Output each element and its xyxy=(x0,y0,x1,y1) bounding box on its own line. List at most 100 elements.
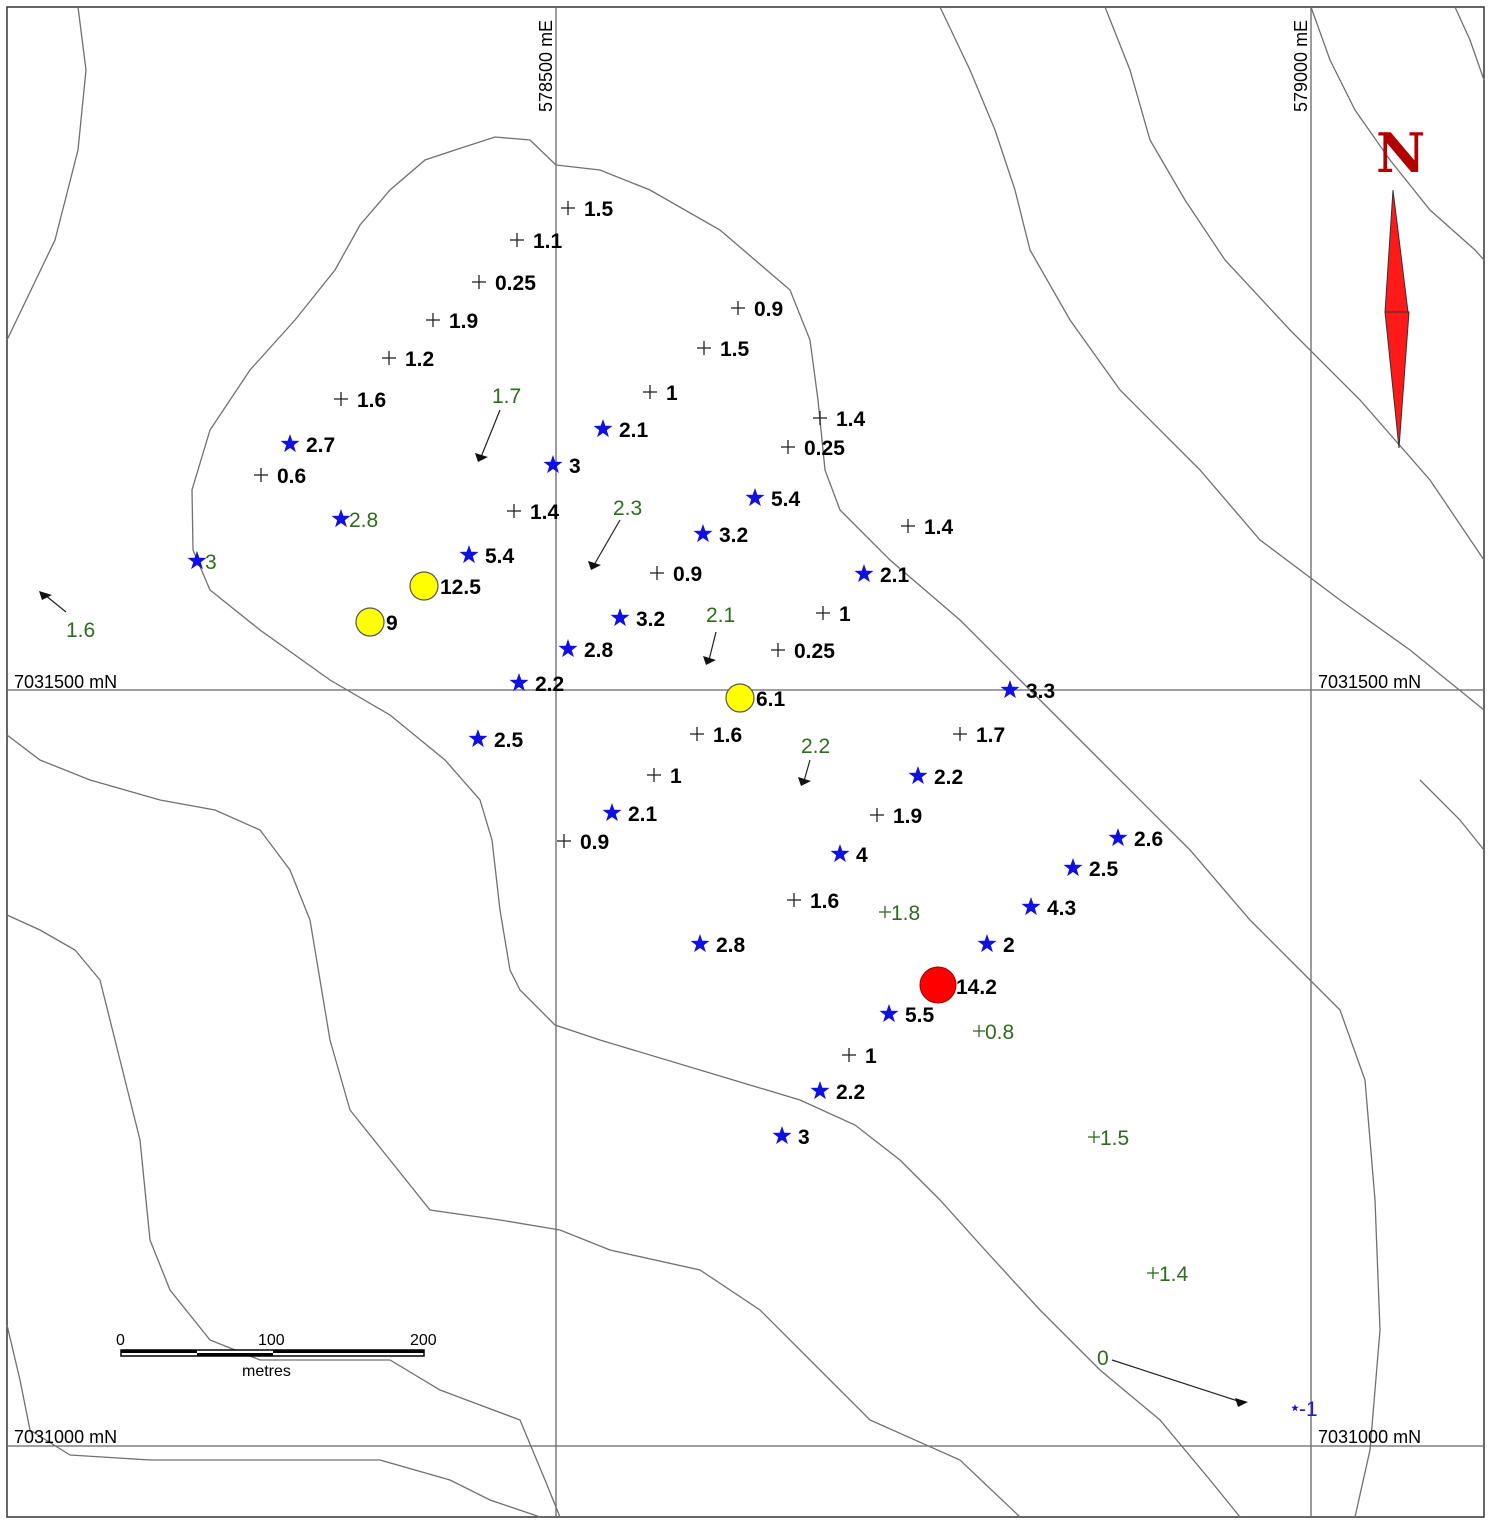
sample-cross: 1.4 xyxy=(900,516,954,539)
cross-marker xyxy=(425,312,441,328)
gold-circle xyxy=(355,607,385,637)
sample-value: 0.8 xyxy=(985,1021,1014,1044)
sample-value: 1 xyxy=(865,1045,877,1068)
sample-value: 1.8 xyxy=(891,902,920,925)
sample-value: 1.4 xyxy=(530,501,560,524)
sample-value: 1.4 xyxy=(1159,1263,1189,1286)
sample-value: 1.7 xyxy=(976,724,1005,747)
star-marker xyxy=(468,729,488,748)
sample-star: 2.2 xyxy=(908,766,963,789)
star-marker xyxy=(610,608,630,627)
northing-label-2-left: 7031000 mN xyxy=(14,1427,117,1447)
cross-marker xyxy=(506,503,522,519)
sample-value: 0.9 xyxy=(580,831,609,854)
sample-circle-gold: 12.5 xyxy=(409,571,481,601)
leader-line xyxy=(708,631,717,661)
sample-star: 3.2 xyxy=(693,524,748,547)
sample-value: 0.9 xyxy=(754,298,783,321)
sample-value: 2.5 xyxy=(1089,858,1119,881)
sample-cross: 0.9 xyxy=(556,831,609,854)
cross-marker xyxy=(556,833,572,849)
star-marker xyxy=(602,803,622,822)
sample-value: 9 xyxy=(386,612,398,635)
sample-cross: 1.9 xyxy=(869,805,922,828)
star-marker xyxy=(879,1004,899,1023)
sample-star: 2.7 xyxy=(280,434,335,457)
star-marker xyxy=(593,419,613,438)
sample-star: 5.5 xyxy=(879,1004,935,1027)
sample-value: 14.2 xyxy=(956,976,997,999)
easting-label-1: 578500 mE xyxy=(536,20,556,112)
sample-star-green: 2.8 xyxy=(331,509,378,532)
sample-star: 2.8 xyxy=(690,934,746,957)
sample-cross: 1 xyxy=(642,382,678,405)
sample-arrow: 0 xyxy=(1097,1347,1248,1407)
red-circle xyxy=(919,966,957,1004)
sample-cross: 0.9 xyxy=(649,563,702,586)
sample-value: 1.7 xyxy=(492,385,521,408)
sample-value: 0.9 xyxy=(673,563,702,586)
cross-marker xyxy=(471,274,487,290)
sample-value: 3.2 xyxy=(719,524,748,547)
sample-star: 5.4 xyxy=(745,488,801,511)
arrow-head xyxy=(588,561,601,570)
sample-star-green: 3 xyxy=(187,551,217,574)
sample-value: 1.4 xyxy=(836,408,866,431)
sample-cross: 1 xyxy=(841,1045,877,1068)
arrow-head xyxy=(39,591,52,600)
cross-marker xyxy=(560,200,576,216)
map-frame xyxy=(6,6,1485,1518)
star-marker xyxy=(830,844,850,863)
sample-arrow: 2.2 xyxy=(798,735,830,786)
sample-value: 2.8 xyxy=(716,934,746,957)
sample-value: -1 xyxy=(1299,1398,1318,1421)
star-marker xyxy=(1021,897,1041,916)
sample-value: 1.9 xyxy=(893,805,922,828)
arrow-head xyxy=(1235,1398,1248,1407)
sample-value: 2.2 xyxy=(934,766,963,789)
northing-label-1-left: 7031500 mN xyxy=(14,672,117,692)
star-marker xyxy=(745,488,765,507)
cross-marker xyxy=(841,1047,857,1063)
star-marker xyxy=(459,545,479,564)
cross-marker xyxy=(770,642,786,658)
cross-marker xyxy=(696,340,712,356)
north-label: N xyxy=(1376,121,1425,185)
sample-value: 1.6 xyxy=(357,389,386,412)
northing-label-2-right: 7031000 mN xyxy=(1318,1427,1421,1447)
star-marker xyxy=(690,934,710,953)
cross-marker xyxy=(900,518,916,534)
northing-label-1-right: 7031500 mN xyxy=(1318,672,1421,692)
sample-star: 2.1 xyxy=(602,803,658,826)
sample-value: 2.1 xyxy=(619,419,649,442)
cross-marker xyxy=(381,350,397,366)
cross-marker xyxy=(253,467,269,483)
sample-cross: 0.25 xyxy=(471,272,536,295)
sample-star: 4 xyxy=(830,844,868,867)
sample-cross-green: 1.8 xyxy=(878,902,920,925)
sample-value: 12.5 xyxy=(440,576,481,599)
cross-marker xyxy=(972,1024,986,1038)
sample-cross: 1.6 xyxy=(689,724,742,747)
leader-line xyxy=(803,759,811,782)
sample-value: 2.2 xyxy=(535,673,564,696)
sample-value: 2.1 xyxy=(880,564,910,587)
sample-arrow: 2.3 xyxy=(588,497,642,570)
sample-arrow: 1.7 xyxy=(475,385,521,462)
sample-cross: 1.1 xyxy=(509,230,563,253)
cross-marker xyxy=(878,905,892,919)
sample-value: 4 xyxy=(856,844,868,867)
sample-star: 3.3 xyxy=(1000,680,1055,703)
sample-value: 2.1 xyxy=(628,803,658,826)
sample-star: 4.3 xyxy=(1021,897,1076,920)
cross-marker xyxy=(1087,1130,1101,1144)
star-marker xyxy=(772,1126,792,1145)
cross-marker xyxy=(649,565,665,581)
sample-star: 2.5 xyxy=(468,729,524,752)
cross-marker xyxy=(730,300,746,316)
sample-value: 2.8 xyxy=(584,639,614,662)
sample-value: 1.6 xyxy=(713,724,742,747)
scale-bar: 0 100 200 metres xyxy=(116,1332,437,1380)
cross-marker xyxy=(1146,1266,1160,1280)
sample-value: 2.2 xyxy=(836,1081,865,1104)
